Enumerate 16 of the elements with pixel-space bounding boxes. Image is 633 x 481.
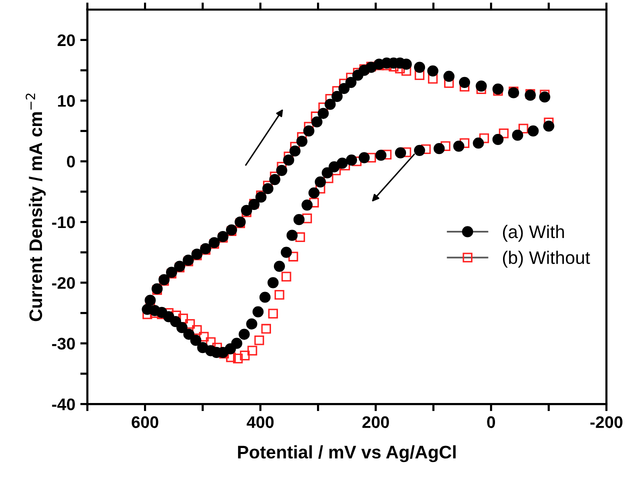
x-axis-title: Potential / mV vs Ag/AgCl [238,445,456,462]
y-tick-label: 0 [66,156,75,168]
x-tick-label: 200 [362,416,389,428]
legend-label: (a) With [502,224,564,242]
y-tick-label: -30 [52,338,75,350]
legend-label: (b) Without [502,250,590,268]
y-tick-label: -20 [52,277,75,289]
y-tick-label: -10 [52,216,75,228]
x-tick-label: 0 [487,416,496,428]
x-tick-label: -200 [590,416,622,428]
y-tick-label: 10 [58,95,75,107]
y-tick-label: 20 [58,34,75,46]
y-tick-label: -40 [52,398,75,410]
y-axis-title: Current Density / mA cm$^{−2}$ [26,94,46,322]
x-tick-label: 600 [132,416,158,428]
x-tick-label: 400 [246,416,274,428]
